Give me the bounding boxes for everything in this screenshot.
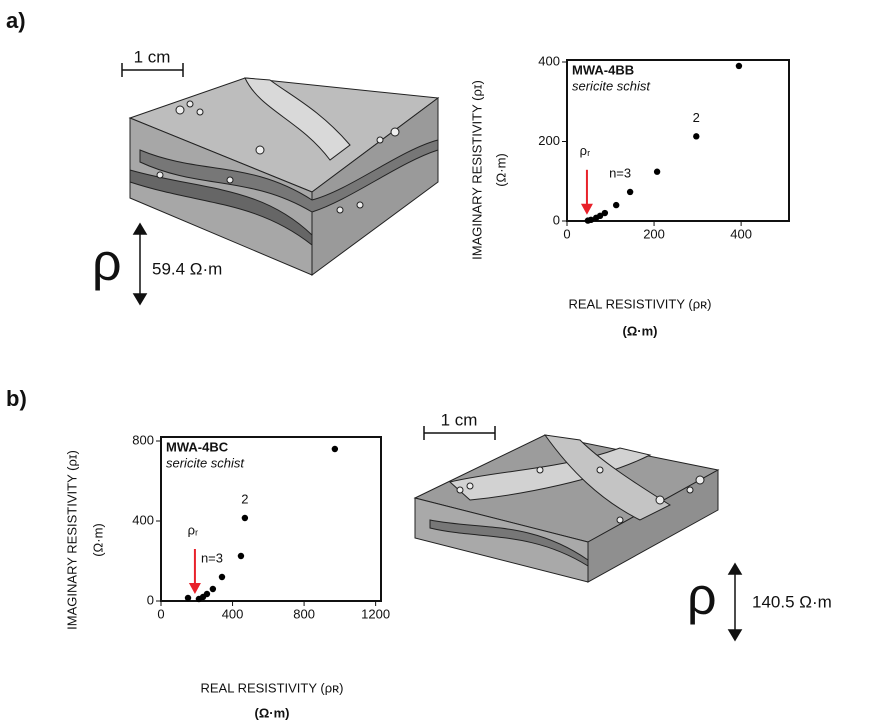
- resistivity-value: 140.5 Ω·m: [752, 592, 832, 611]
- point: [693, 133, 699, 139]
- x-tick-label: 800: [293, 606, 315, 621]
- x-tick-label: 200: [643, 226, 665, 241]
- point: [332, 446, 338, 452]
- x-axis-label: REAL RESISTIVITY (ρʀ): [200, 680, 343, 695]
- figure: a) b) 1 cm ρ 59.4 Ω·m 1 cm ρ 140.5 Ω·m 0…: [0, 0, 874, 723]
- panel-label: b): [6, 386, 27, 411]
- point: [238, 553, 244, 559]
- rho-symbol: ρ: [92, 234, 122, 292]
- scale-label: 1 cm: [134, 47, 171, 66]
- double-arrow: [729, 564, 741, 640]
- block-diagram: [415, 435, 718, 582]
- point: [627, 189, 633, 195]
- y-tick-label: 400: [538, 53, 560, 68]
- x-tick-label: 400: [222, 606, 244, 621]
- point: [585, 217, 591, 223]
- double-arrow: [134, 224, 146, 304]
- legend-subtitle: sericite schist: [572, 78, 651, 93]
- x-tick-label: 1200: [361, 606, 390, 621]
- point: [242, 515, 248, 521]
- y-tick-label: 0: [147, 592, 154, 607]
- scale-label: 1 cm: [441, 410, 478, 429]
- y-axis-label: IMAGINARY RESISTIVITY (ρɪ): [469, 80, 484, 260]
- legend-subtitle: sericite schist: [166, 455, 245, 470]
- y-tick-label: 200: [538, 133, 560, 148]
- point: [196, 596, 202, 602]
- x-axis-unit: (Ω·m): [255, 705, 290, 720]
- panel-label: a): [6, 8, 26, 33]
- y-tick-label: 400: [132, 512, 154, 527]
- legend-title: MWA-4BB: [572, 62, 634, 77]
- red-arrow-head: [189, 583, 201, 594]
- annotation: n=3: [201, 550, 223, 565]
- resistivity-value: 59.4 Ω·m: [152, 259, 222, 278]
- legend-title: MWA-4BC: [166, 439, 229, 454]
- annotation: 2: [241, 491, 248, 506]
- point: [736, 63, 742, 69]
- x-axis-unit: (Ω·m): [623, 323, 658, 338]
- x-tick-label: 0: [563, 226, 570, 241]
- rho-symbol: ρ: [687, 568, 717, 626]
- annotation: ρᵣ: [188, 522, 199, 537]
- x-tick-label: 0: [157, 606, 164, 621]
- point: [210, 586, 216, 592]
- point: [185, 595, 191, 601]
- annotation: n=3: [609, 165, 631, 180]
- annotation: ρᵣ: [580, 143, 591, 158]
- y-axis-label: IMAGINARY RESISTIVITY (ρɪ): [64, 450, 79, 630]
- y-axis-unit: (Ω·m): [493, 153, 508, 187]
- block-diagram: [130, 78, 438, 275]
- point: [654, 169, 660, 175]
- point: [219, 574, 225, 580]
- annotation: 2: [693, 110, 700, 125]
- x-axis-label: REAL RESISTIVITY (ρʀ): [568, 296, 711, 311]
- y-axis-unit: (Ω·m): [90, 523, 105, 557]
- point: [613, 202, 619, 208]
- red-arrow-head: [581, 204, 593, 215]
- y-tick-label: 800: [132, 432, 154, 447]
- x-tick-label: 400: [730, 226, 752, 241]
- y-tick-label: 0: [553, 212, 560, 227]
